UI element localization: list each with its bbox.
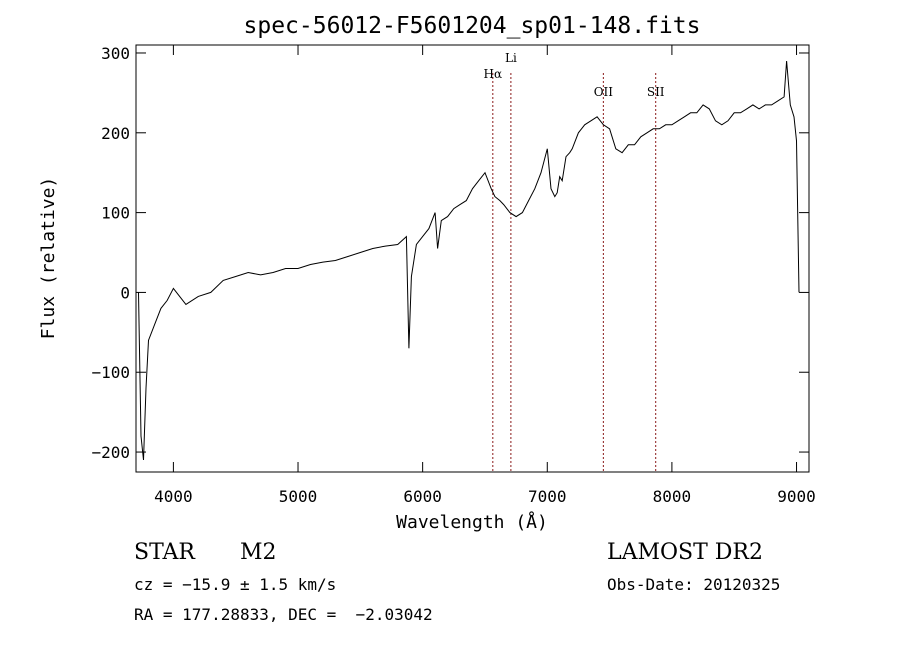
x-tick-label: 5000 [279,487,318,506]
x-tick-label: 6000 [403,487,442,506]
y-tick-label: 200 [101,124,130,143]
redshift-cz: cz = −15.9 ± 1.5 km/s [134,575,337,594]
object-subclass: M2 [240,540,277,565]
ra-dec-coordinates: RA = 177.28833, DEC = −2.03042 [134,605,433,624]
spectral-line-label: SII [647,85,665,99]
spectral-line-label: Li [505,51,517,65]
y-axis-label: Flux (relative) [38,177,59,340]
y-axis-ticks: −200 −100 0 100 200 300 [91,44,809,462]
x-axis-label: Wavelength (Å) [396,511,548,533]
x-axis-ticks: 4000 5000 6000 7000 8000 9000 [154,45,816,506]
object-class: STAR [134,540,195,565]
spectrum-line [138,60,800,461]
observation-date: Obs-Date: 20120325 [607,575,781,594]
x-tick-label: 8000 [653,487,692,506]
survey-name: LAMOST DR2 [607,540,763,565]
spectral-line-label: Hα [484,67,503,81]
x-tick-label: 4000 [154,487,193,506]
chart-title: spec-56012-F5601204_sp01-148.fits [244,13,701,39]
y-tick-label: −200 [91,443,130,462]
x-tick-label: 7000 [528,487,567,506]
plot-frame [135,44,810,473]
y-tick-label: −100 [91,363,130,382]
y-tick-label: 300 [101,44,130,63]
y-tick-label: 0 [120,283,130,302]
x-tick-label: 9000 [777,487,816,506]
y-tick-label: 100 [101,204,130,223]
spectral-line-label: OII [594,85,614,99]
